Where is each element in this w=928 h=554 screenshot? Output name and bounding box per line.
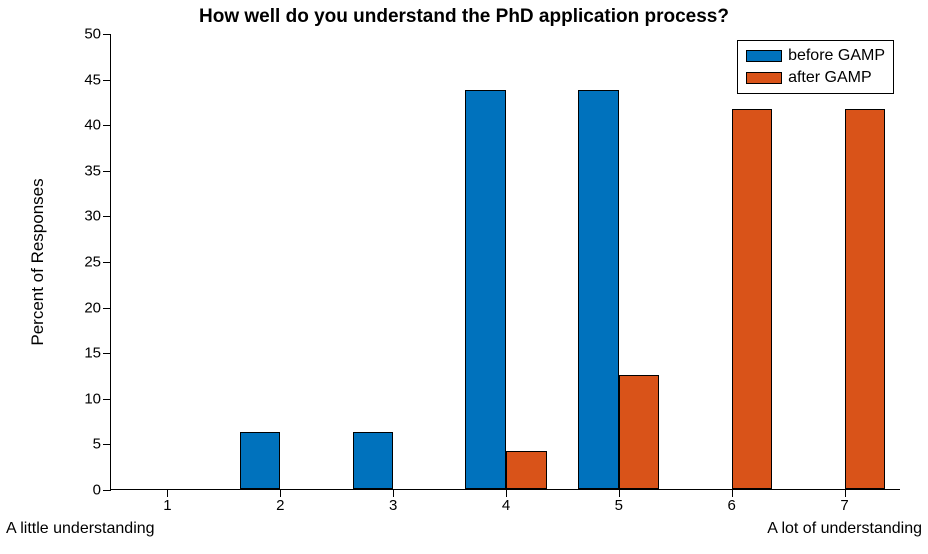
bar [845, 109, 886, 489]
x-axis-right-label: A lot of understanding [767, 520, 922, 538]
x-tick-label: 5 [615, 489, 623, 514]
legend-label: before GAMP [788, 47, 885, 65]
y-tick-label: 45 [84, 71, 111, 88]
plot-area: 051015202530354045501234567 [110, 34, 900, 490]
bar [353, 432, 394, 489]
y-tick-label: 20 [84, 299, 111, 316]
y-tick-label: 30 [84, 208, 111, 225]
legend-item: before GAMP [746, 45, 885, 67]
y-tick-label: 25 [84, 254, 111, 271]
y-tick-label: 0 [93, 482, 111, 499]
bar [506, 451, 547, 489]
x-tick-label: 1 [163, 489, 171, 514]
legend-swatch [746, 50, 782, 62]
x-tick-label: 6 [728, 489, 736, 514]
legend-label: after GAMP [788, 69, 872, 87]
y-tick-label: 10 [84, 390, 111, 407]
bar [732, 109, 773, 489]
x-tick-label: 4 [502, 489, 510, 514]
y-tick-label: 50 [84, 26, 111, 43]
y-axis-label: Percent of Responses [28, 178, 48, 345]
x-tick-label: 7 [840, 489, 848, 514]
y-tick-label: 35 [84, 162, 111, 179]
y-tick-label: 5 [93, 436, 111, 453]
legend: before GAMP after GAMP [737, 40, 894, 94]
bar [619, 375, 660, 489]
legend-swatch [746, 72, 782, 84]
x-axis-left-label: A little understanding [6, 520, 155, 538]
bar [578, 90, 619, 489]
x-tick-label: 2 [276, 489, 284, 514]
chart-title: How well do you understand the PhD appli… [0, 6, 928, 28]
chart-container: How well do you understand the PhD appli… [0, 0, 928, 554]
bar [240, 432, 281, 489]
y-tick-label: 15 [84, 345, 111, 362]
bar [465, 90, 506, 489]
x-tick-label: 3 [389, 489, 397, 514]
legend-item: after GAMP [746, 67, 885, 89]
y-tick-label: 40 [84, 117, 111, 134]
